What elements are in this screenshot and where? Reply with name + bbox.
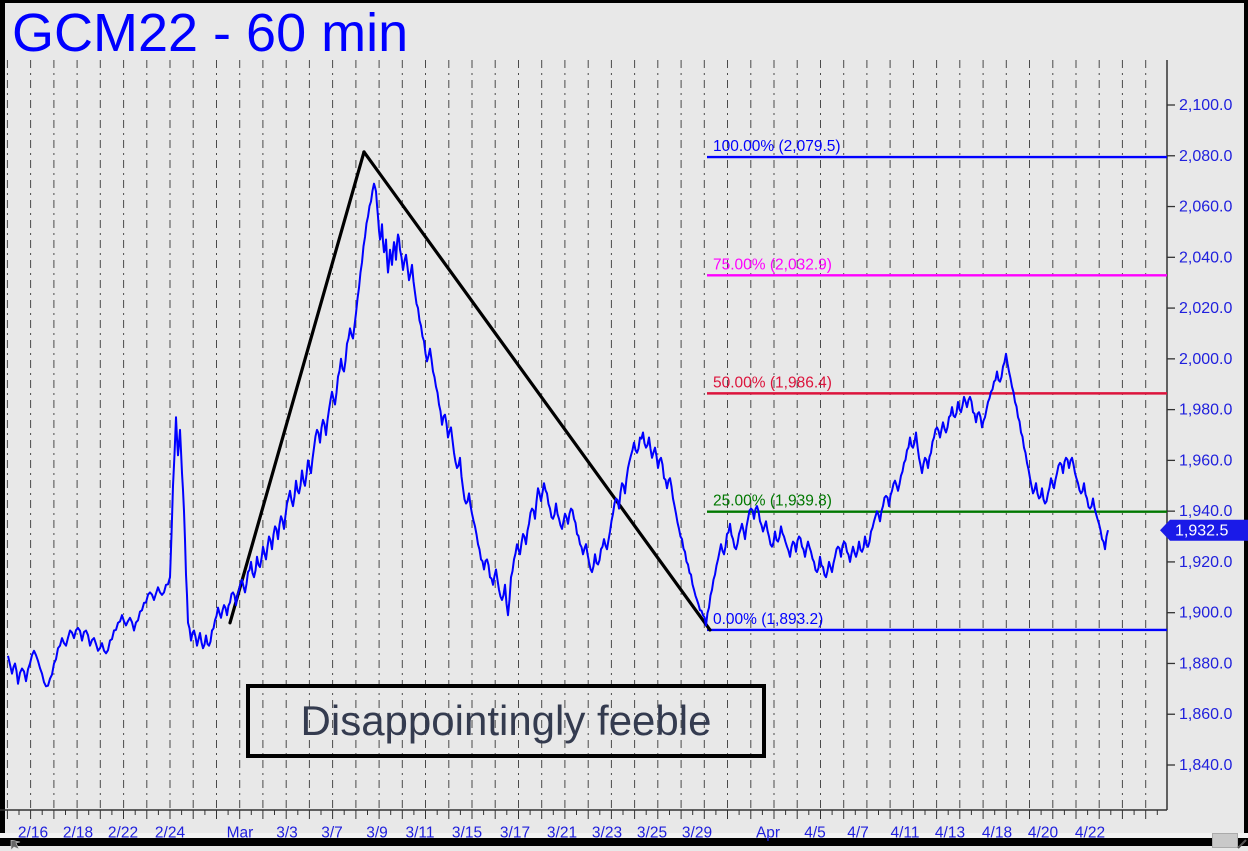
mouse-cursor (10, 840, 21, 851)
x-axis-label: 3/17 (500, 824, 530, 841)
annotation-text: Disappointingly feeble (300, 697, 712, 744)
x-axis-label: 4/11 (890, 824, 919, 841)
y-axis-label: 1,840.0 (1179, 757, 1232, 774)
x-axis-label: Mar (227, 824, 254, 841)
x-axis-label: 3/23 (592, 824, 622, 841)
x-axis-label: 4/18 (982, 824, 1012, 841)
x-axis-label: 2/16 (18, 824, 48, 841)
y-axis-label: 2,060.0 (1179, 199, 1232, 216)
x-axis-label: 3/3 (276, 824, 298, 841)
fib-level-label: 100.00% (2,079.5) (713, 138, 841, 155)
chart-title: GCM22 - 60 min (12, 3, 409, 63)
x-axis-label: 3/15 (452, 824, 482, 841)
fib-level-label: 0.00% (1,893.2) (713, 611, 823, 628)
y-axis-label: 1,980.0 (1179, 402, 1232, 419)
window-border-bottom (0, 838, 1248, 846)
y-axis-label: 1,880.0 (1179, 655, 1232, 672)
x-axis-label: 4/7 (847, 824, 869, 841)
fib-level-label: 75.00% (2,032.9) (713, 256, 832, 273)
scrollbar-thumb[interactable] (1212, 833, 1238, 848)
last-price-label: 1,932.5 (1175, 523, 1228, 540)
x-axis-ticks (6, 810, 1158, 819)
y-axis-label: 2,000.0 (1179, 351, 1232, 368)
x-axis-label: 4/20 (1028, 824, 1059, 841)
trendline[interactable] (228, 150, 366, 625)
x-axis-label: 2/22 (108, 824, 138, 841)
x-axis-label: 2/18 (63, 824, 93, 841)
x-axis-label: 2/24 (155, 824, 186, 841)
y-axis-label: 2,020.0 (1179, 300, 1232, 317)
x-axis-label: 4/5 (804, 824, 826, 841)
last-price-tag (1160, 519, 1248, 541)
x-axis-label: 3/21 (547, 824, 577, 841)
fib-level-label: 25.00% (1,939.8) (713, 493, 832, 510)
window-border-top (0, 0, 1248, 3)
y-axis-label: 1,940.0 (1179, 503, 1232, 520)
gridlines (6, 60, 1147, 808)
x-axis-label: 3/11 (405, 824, 434, 841)
window-border-left (0, 0, 5, 845)
x-axis-label: 4/22 (1075, 824, 1105, 841)
x-axis-label: 4/13 (935, 824, 965, 841)
window-border-right (1244, 0, 1248, 845)
y-axis-label: 2,080.0 (1179, 148, 1232, 165)
x-axis-label: 3/25 (637, 824, 667, 841)
x-axis-label: 3/29 (682, 824, 712, 841)
y-axis-label: 1,860.0 (1179, 706, 1232, 723)
x-axis-label: Apr (756, 824, 780, 841)
x-axis-label: 3/9 (366, 824, 388, 841)
annotation-box[interactable]: Disappointingly feeble (246, 684, 766, 758)
price-line (7, 182, 1109, 688)
bottom-strip (0, 833, 1248, 838)
y-axis-label: 1,960.0 (1179, 452, 1232, 469)
fib-level-label: 50.00% (1,986.4) (713, 374, 832, 391)
resize-handle[interactable] (1237, 839, 1247, 849)
y-axis-label: 2,100.0 (1179, 97, 1232, 114)
x-axis-label: 3/7 (321, 824, 343, 841)
trendline[interactable] (362, 150, 712, 632)
y-axis-label: 1,920.0 (1179, 554, 1232, 571)
y-axis-label: 2,040.0 (1179, 249, 1232, 266)
y-axis-label: 1,900.0 (1179, 605, 1232, 622)
